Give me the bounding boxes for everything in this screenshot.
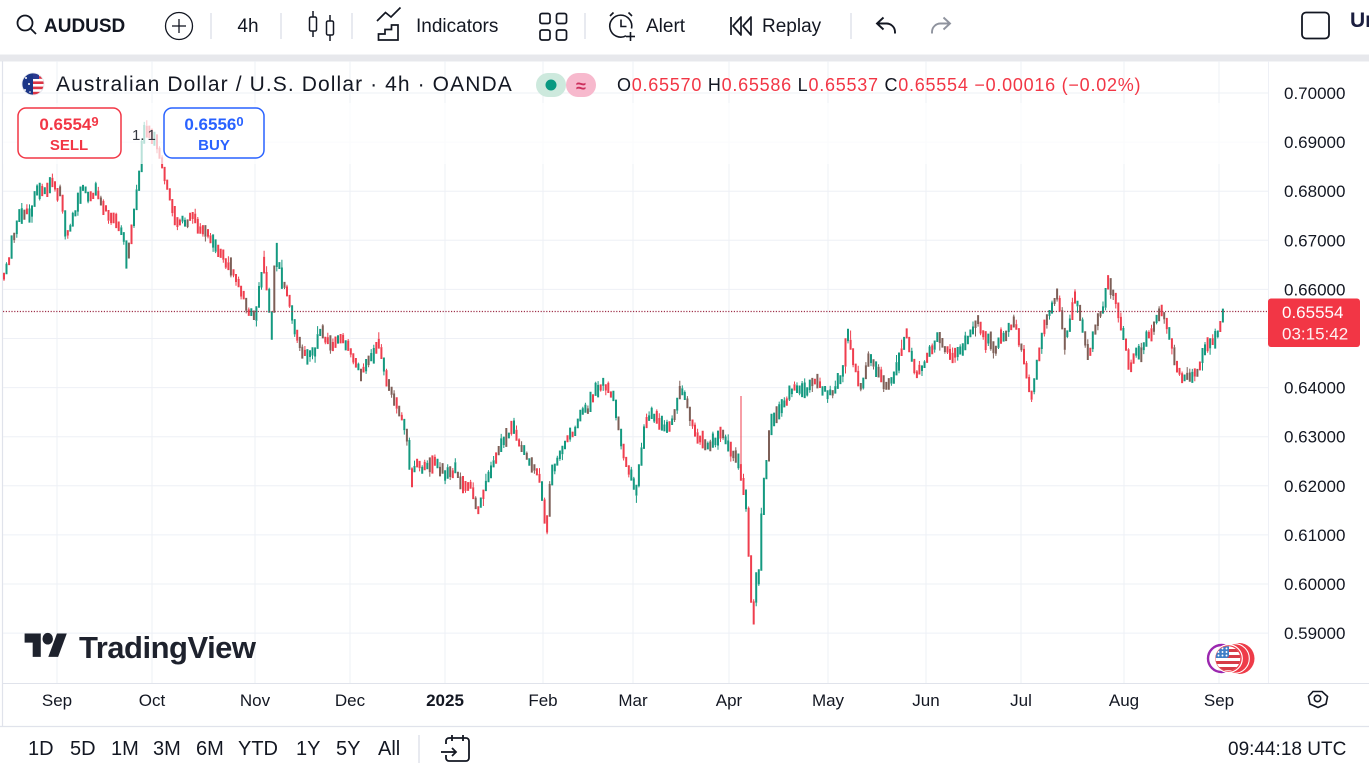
svg-text:Un: Un: [1350, 9, 1369, 32]
svg-text:≈: ≈: [576, 76, 586, 96]
svg-text:1D: 1D: [28, 738, 54, 760]
svg-text:5D: 5D: [70, 738, 96, 760]
svg-text:Indicators: Indicators: [416, 16, 498, 37]
svg-text:May: May: [812, 691, 845, 710]
svg-text:Sep: Sep: [1204, 691, 1234, 710]
svg-text:03:15:42: 03:15:42: [1282, 325, 1348, 344]
svg-text:0.62000: 0.62000: [1284, 477, 1345, 496]
svg-text:Mar: Mar: [618, 691, 648, 710]
svg-text:6M: 6M: [196, 738, 224, 760]
svg-text:1Y: 1Y: [296, 738, 320, 760]
svg-text:Alert: Alert: [646, 16, 686, 37]
svg-text:O0.65570 H0.65586 L0.65537: O0.65570 H0.65586 L0.65537 C0.65554 −0.0…: [617, 75, 1141, 95]
svg-text:Replay: Replay: [762, 16, 822, 37]
svg-text:Jul: Jul: [1010, 691, 1032, 710]
svg-text:Aug: Aug: [1109, 691, 1139, 710]
svg-text:Dec: Dec: [335, 691, 366, 710]
svg-text:AUDUSD: AUDUSD: [44, 16, 125, 37]
svg-text:Sep: Sep: [42, 691, 72, 710]
svg-text:0.63000: 0.63000: [1284, 428, 1345, 447]
svg-text:All: All: [378, 738, 400, 760]
svg-text:1M: 1M: [111, 738, 139, 760]
svg-text:2025: 2025: [426, 691, 464, 710]
svg-text:Apr: Apr: [716, 691, 743, 710]
svg-text:Nov: Nov: [240, 691, 271, 710]
svg-text:0.69000: 0.69000: [1284, 133, 1345, 152]
svg-text:Feb: Feb: [528, 691, 557, 710]
svg-text:YTD: YTD: [238, 738, 278, 760]
svg-text:3M: 3M: [153, 738, 181, 760]
svg-text:TradingView: TradingView: [79, 630, 257, 665]
svg-text:BUY: BUY: [198, 137, 230, 154]
svg-text:0.67000: 0.67000: [1284, 231, 1345, 250]
svg-text:0.61000: 0.61000: [1284, 526, 1345, 545]
svg-text:0.70000: 0.70000: [1284, 84, 1345, 103]
svg-text:0.60000: 0.60000: [1284, 575, 1345, 594]
svg-text:0.68000: 0.68000: [1284, 182, 1345, 201]
svg-text:Australian Dollar / U.S. Dolla: Australian Dollar / U.S. Dollar · 4h · O…: [56, 73, 513, 96]
svg-text:09:44:18 UTC: 09:44:18 UTC: [1228, 739, 1346, 760]
svg-text:4h: 4h: [237, 16, 258, 37]
svg-text:SELL: SELL: [50, 137, 88, 154]
svg-text:5Y: 5Y: [336, 738, 360, 760]
svg-text:1. 1: 1. 1: [132, 127, 156, 144]
svg-text:0.66000: 0.66000: [1284, 280, 1345, 299]
svg-text:0.64000: 0.64000: [1284, 379, 1345, 398]
svg-text:Oct: Oct: [139, 691, 166, 710]
svg-text:0.65554: 0.65554: [1282, 303, 1343, 322]
svg-text:0.65549: 0.65549: [39, 114, 98, 134]
svg-text:0.65560: 0.65560: [184, 114, 243, 134]
svg-text:0.59000: 0.59000: [1284, 624, 1345, 643]
svg-text:Jun: Jun: [912, 691, 939, 710]
